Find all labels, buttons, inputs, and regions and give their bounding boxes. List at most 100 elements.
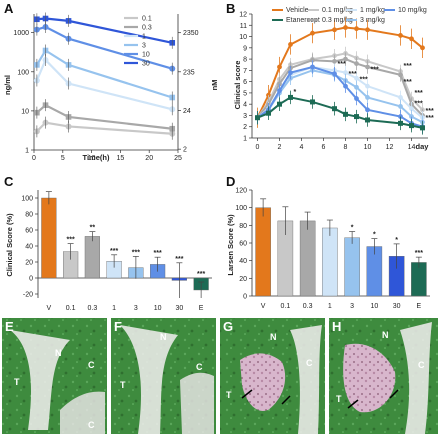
b-data-point (354, 114, 359, 120)
c-y-tick-label: 80 (25, 212, 33, 219)
bone-shape-e (10, 330, 70, 430)
b-data-point (354, 75, 359, 81)
a-y-tick-label: 100 (17, 69, 29, 76)
panel-label-e: E (5, 319, 14, 334)
b-y-tick-label: 3 (243, 113, 247, 120)
b-data-point (277, 64, 282, 70)
d-y-tick-label: 100 (235, 205, 247, 212)
d-bar (255, 207, 271, 297)
a-legend-label: 0.1 (142, 16, 152, 23)
axis-label-a-x: Time(h) (83, 153, 110, 162)
b-data-point (288, 70, 293, 76)
b-data-point (420, 125, 425, 131)
b-x-tick-label: 2 (278, 144, 282, 151)
axis-label-d-y: Larsen Score (%) (226, 214, 235, 276)
d-y-tick-label: 20 (239, 276, 247, 283)
bone-shape-e2 (60, 391, 105, 434)
b-data-point (343, 111, 348, 117)
b-significance-star: *** (371, 66, 379, 73)
c-significance-star: *** (132, 249, 140, 256)
b-data-point (365, 107, 370, 113)
axis-label-a-y-right: nM (210, 80, 219, 91)
c-y-tick-label: -20 (23, 292, 33, 299)
a-series-line (36, 121, 173, 135)
b-data-point (398, 72, 403, 78)
label-f-c: C (196, 362, 203, 372)
a-x-tick-label: 15 (117, 155, 125, 162)
b-x-tick-label: 12 (386, 144, 394, 151)
b-data-point (354, 96, 359, 101)
panel-b-clinical-score-chart: Clinical score day 0 2 4 6 8 10 12 141234567891… (233, 7, 434, 151)
b-significance-star: *** (349, 71, 357, 78)
b-significance-star: *** (415, 100, 423, 107)
b-data-point (310, 64, 315, 70)
label-h-n: N (382, 330, 389, 340)
b-data-point (343, 25, 348, 30)
d-category-label: E (417, 303, 422, 310)
b-y-tick-label: 8 (243, 57, 247, 64)
a-series-line (36, 17, 173, 44)
b-data-point (277, 101, 282, 107)
b-data-point (343, 70, 348, 76)
b-y-tick-label: 11 (240, 23, 247, 30)
d-y-tick-label: 80 (239, 223, 247, 230)
b-legend-label: 0.1 mg/kg (322, 7, 353, 14)
c-bar (41, 197, 57, 279)
b-y-tick-label: 1 (243, 136, 247, 143)
bone-shape-g (290, 325, 322, 434)
label-g-c: C (306, 358, 313, 368)
a-x-tick-label: 10 (88, 155, 96, 162)
histology-panel-e: E N T C C (2, 318, 107, 434)
b-legend-label: 1 mg/kg (360, 7, 385, 14)
c-significance-star: ** (90, 225, 96, 232)
b-y-tick-label: 4 (243, 102, 247, 109)
arrow-h-2 (389, 389, 399, 399)
c-category-label: 0.3 (88, 305, 98, 312)
a-series-line (36, 25, 173, 70)
a-series-line (35, 58, 173, 111)
c-y-tick-label: 100 (21, 196, 33, 203)
b-data-point (398, 33, 403, 38)
arrow-g-1 (241, 389, 253, 399)
a-x-tick-label: 20 (145, 155, 153, 162)
d-significance-star: *** (415, 250, 423, 257)
d-y-tick-label: 120 (235, 188, 247, 195)
pannus-shape-g (240, 353, 286, 411)
b-data-point (409, 36, 414, 42)
b-x-tick-label: 14 (408, 144, 416, 151)
a-right-tick-label: 2 (183, 147, 187, 154)
c-y-tick-label: 40 (25, 244, 33, 251)
c-category-label: 3 (134, 305, 138, 312)
b-data-point (398, 120, 403, 126)
a-y-tick-label: 1000 (13, 30, 29, 37)
d-significance-star: * (395, 237, 398, 244)
a-y-tick-label: 1 (25, 148, 29, 155)
b-data-point (420, 45, 425, 51)
d-category-label: 10 (370, 303, 378, 310)
a-x-tick-label: 0 (32, 155, 36, 162)
b-data-point (288, 42, 293, 47)
d-category-label: 1 (328, 303, 332, 310)
a-legend-label: 1 (142, 34, 146, 41)
b-y-tick-label: 10 (239, 34, 247, 41)
panel-label-d: D (226, 174, 235, 189)
b-x-tick-label: 0 (256, 144, 260, 151)
label-h-t: T (336, 394, 342, 404)
b-legend-label: 3 mg/kg (360, 17, 385, 24)
c-category-label: 1 (112, 305, 116, 312)
b-series-line (256, 26, 424, 119)
c-significance-star: *** (110, 248, 118, 255)
b-data-point (365, 95, 370, 100)
b-data-point (277, 88, 282, 94)
histology-panel-f: F N T C (111, 318, 216, 434)
b-y-tick-label: 5 (243, 90, 247, 97)
d-significance-star: * (373, 232, 376, 239)
d-y-tick-label: 60 (239, 241, 247, 248)
label-f-n: N (160, 332, 167, 342)
panel-d-bar-chart: Larsen Score (%) 0 20 40 60 80 100 120 V 0.1 0.3 1… (226, 188, 430, 310)
c-category-label: 0.1 (66, 305, 76, 312)
panel-label-g: G (223, 319, 233, 334)
d-category-label: 30 (393, 303, 401, 310)
b-data-point (409, 123, 414, 129)
